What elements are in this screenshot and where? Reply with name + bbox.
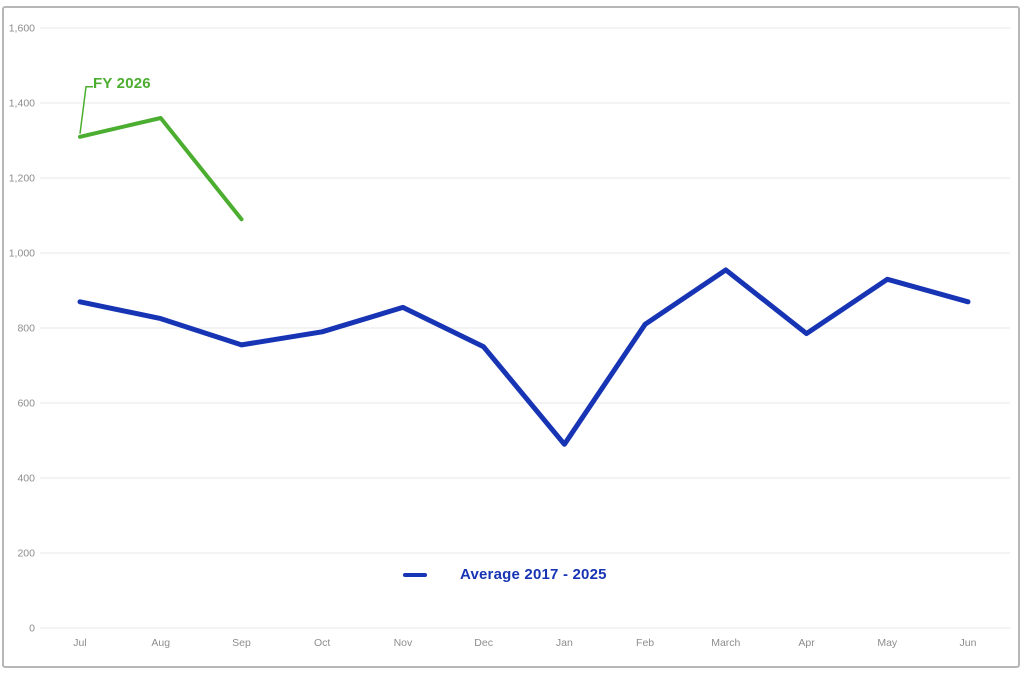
- x-axis-month-label: Sep: [232, 637, 251, 649]
- x-axis-month-label: Feb: [636, 637, 654, 649]
- x-axis-month-label: Oct: [314, 637, 330, 649]
- x-axis-month-label: Dec: [474, 637, 493, 649]
- x-axis-month-label: March: [711, 637, 740, 649]
- chart-card: [2, 6, 1020, 668]
- x-axis-month-label: Nov: [394, 637, 413, 649]
- y-axis-tick-label: 400: [17, 473, 35, 485]
- x-axis-month-label: Aug: [151, 637, 170, 649]
- y-axis-tick-label: 200: [17, 548, 35, 560]
- series-line-average-2017-2025: [77, 267, 971, 447]
- fy2026-series-label: FY 2026: [93, 75, 151, 92]
- x-axis-month-label: Jan: [556, 637, 573, 649]
- y-axis-tick-label: 1,600: [9, 23, 35, 35]
- y-axis-tick-label: 0: [29, 623, 35, 635]
- x-axis-month-label: May: [877, 637, 898, 649]
- x-axis-month-label: Jul: [73, 637, 86, 649]
- y-axis-tick-label: 1,000: [9, 248, 35, 260]
- legend-line-swatch: [403, 572, 427, 577]
- y-axis-tick-label: 1,200: [9, 173, 35, 185]
- y-axis-tick-label: 1,400: [9, 98, 35, 110]
- x-axis-month-label: Jun: [960, 637, 977, 649]
- x-axis-month-label: Apr: [798, 637, 815, 649]
- chart-legend: Average 2017 - 2025: [403, 566, 607, 583]
- y-axis-tick-label: 600: [17, 398, 35, 410]
- fy-callout-line: [79, 86, 93, 134]
- series-line-fy-2026: [78, 116, 244, 222]
- y-axis-tick-label: 800: [17, 323, 35, 335]
- legend-label: Average 2017 - 2025: [460, 566, 607, 583]
